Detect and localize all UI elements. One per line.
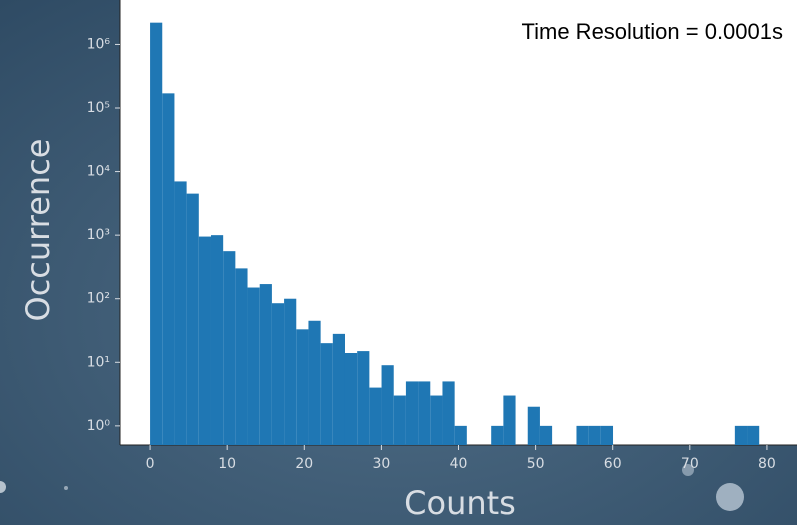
bar [394,396,406,445]
x-tick-label: 80 [758,456,776,472]
y-tick-label: 10⁶ [87,36,111,52]
x-tick-label: 60 [604,456,622,472]
x-tick-label: 30 [372,456,390,472]
x-tick-label: 50 [527,456,545,472]
bar [382,365,394,445]
decor [64,486,68,490]
x-tick-label: 70 [681,456,699,472]
bar [272,303,284,445]
bar [223,251,235,445]
bar [491,426,503,445]
bar [455,426,467,445]
bar [442,381,454,445]
bar [308,321,320,445]
bar [589,426,601,445]
x-tick-label: 40 [450,456,468,472]
bar [430,396,442,445]
bar [174,181,186,445]
decor [716,483,744,511]
y-tick-label: 10⁵ [87,100,110,116]
x-tick-label: 20 [295,456,313,472]
bar [284,299,296,445]
chart: Time Resolution = 0.0001s Counts Occurre… [0,0,797,525]
annotation: Time Resolution = 0.0001s [522,19,784,44]
bar [248,288,260,445]
bar [150,23,162,445]
bar [321,343,333,445]
bar [187,194,199,445]
x-axis-label: Counts [404,484,516,522]
bar [369,388,381,445]
y-tick-label: 10¹ [87,354,110,370]
bar [333,334,345,445]
y-tick-label: 10² [87,291,110,307]
bar [735,426,747,445]
y-tick-label: 10⁰ [87,418,111,434]
bar [199,237,211,445]
bar [296,329,308,445]
x-tick-label: 0 [146,456,155,472]
bar [528,407,540,445]
bar [747,426,759,445]
bar [345,353,357,445]
bar [418,381,430,445]
bar [211,235,223,445]
bar [235,268,247,445]
y-axis-label: Occurrence [19,139,57,322]
bar [162,93,174,445]
bar [576,426,588,445]
bar [357,351,369,445]
y-tick-label: 10⁴ [87,164,111,180]
bar [406,381,418,445]
bar [260,284,272,445]
bar [503,396,515,445]
bar [601,426,613,445]
bar [540,426,552,445]
x-tick-label: 10 [218,456,236,472]
y-tick-label: 10³ [87,227,110,243]
